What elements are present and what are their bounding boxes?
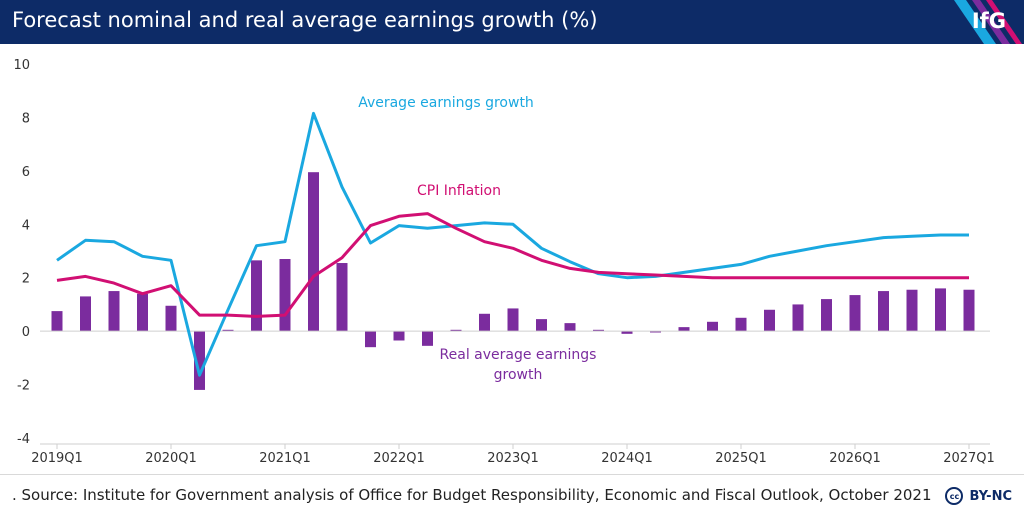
bar-2025Q2 — [764, 310, 775, 331]
bar-2021Q2 — [308, 172, 319, 331]
chart-area: 10 8 6 4 2 0 -2 -4 2019Q1 2020Q1 2021Q1 2022Q1 2023… — [0, 44, 1024, 474]
logo-stripes-icon — [914, 0, 1024, 44]
bar-2025Q3 — [793, 304, 804, 331]
x-tick-label: 2021Q1 — [259, 451, 311, 466]
bar-2026Q3 — [907, 290, 918, 331]
bar-2019Q3 — [109, 291, 120, 331]
x-tick-label: 2027Q1 — [943, 451, 995, 466]
source-note: . Source: Institute for Government analy… — [12, 486, 932, 504]
bar-2026Q4 — [935, 288, 946, 331]
x-tick-label: 2026Q1 — [829, 451, 881, 466]
bar-2023Q3 — [565, 323, 576, 331]
chart-title: Forecast nominal and real average earnin… — [12, 8, 598, 32]
y-tick-label: -2 — [17, 379, 30, 394]
bar-2025Q1 — [736, 318, 747, 331]
x-tick-label: 2022Q1 — [373, 451, 425, 466]
bar-2023Q2 — [536, 319, 547, 331]
bar-2019Q2 — [80, 296, 91, 331]
bar-2021Q3 — [337, 263, 348, 331]
y-tick-label: -4 — [17, 432, 30, 447]
bar-2022Q2 — [422, 331, 433, 346]
y-tick-label: 8 — [22, 111, 30, 126]
bar-2026Q2 — [878, 291, 889, 331]
header-bar: Forecast nominal and real average earnin… — [0, 0, 1024, 44]
bar-2021Q4 — [365, 331, 376, 347]
y-axis: 10 8 6 4 2 0 -2 -4 — [13, 58, 30, 447]
y-tick-label: 10 — [13, 58, 30, 73]
bar-2019Q1 — [52, 311, 63, 331]
y-tick-label: 2 — [22, 272, 30, 287]
x-tick-label: 2025Q1 — [715, 451, 767, 466]
bar-2020Q1 — [166, 306, 177, 331]
creative-commons-icon: cc — [945, 487, 963, 505]
x-axis: 2019Q1 2020Q1 2021Q1 2022Q1 2023Q1 2024Q1 2025… — [31, 444, 995, 466]
bar-2022Q1 — [394, 331, 405, 340]
bar-2019Q4 — [137, 294, 148, 331]
bar-2025Q4 — [821, 299, 832, 331]
license-badge: cc BY-NC — [945, 487, 1012, 505]
x-tick-label: 2019Q1 — [31, 451, 83, 466]
bar-2022Q4 — [479, 314, 490, 331]
y-tick-label: 4 — [22, 218, 30, 233]
bar-2026Q1 — [850, 295, 861, 331]
x-tick-label: 2020Q1 — [145, 451, 197, 466]
bar-2027Q1 — [964, 290, 975, 331]
annotation-real-earnings-line2: growth — [494, 367, 543, 383]
y-tick-label: 0 — [22, 325, 30, 340]
y-tick-label: 6 — [22, 165, 30, 180]
logo-text: IfG — [972, 9, 1006, 33]
bar-2020Q4 — [251, 260, 262, 331]
x-tick-label: 2023Q1 — [487, 451, 539, 466]
ifg-logo: IfG — [914, 0, 1024, 44]
bar-2024Q4 — [707, 322, 718, 331]
bar-2023Q1 — [508, 308, 519, 331]
footer-divider — [0, 474, 1024, 475]
x-tick-label: 2024Q1 — [601, 451, 653, 466]
annotation-cpi-inflation: CPI Inflation — [417, 183, 501, 199]
annotation-average-earnings: Average earnings growth — [358, 95, 534, 111]
line-series-cpi-inflation — [57, 214, 969, 317]
bar-2021Q1 — [280, 259, 291, 331]
bar-2024Q3 — [679, 327, 690, 331]
annotation-real-earnings-line1: Real average earnings — [440, 347, 597, 363]
license-text: BY-NC — [969, 489, 1012, 504]
line-series-average-earnings — [57, 113, 969, 375]
